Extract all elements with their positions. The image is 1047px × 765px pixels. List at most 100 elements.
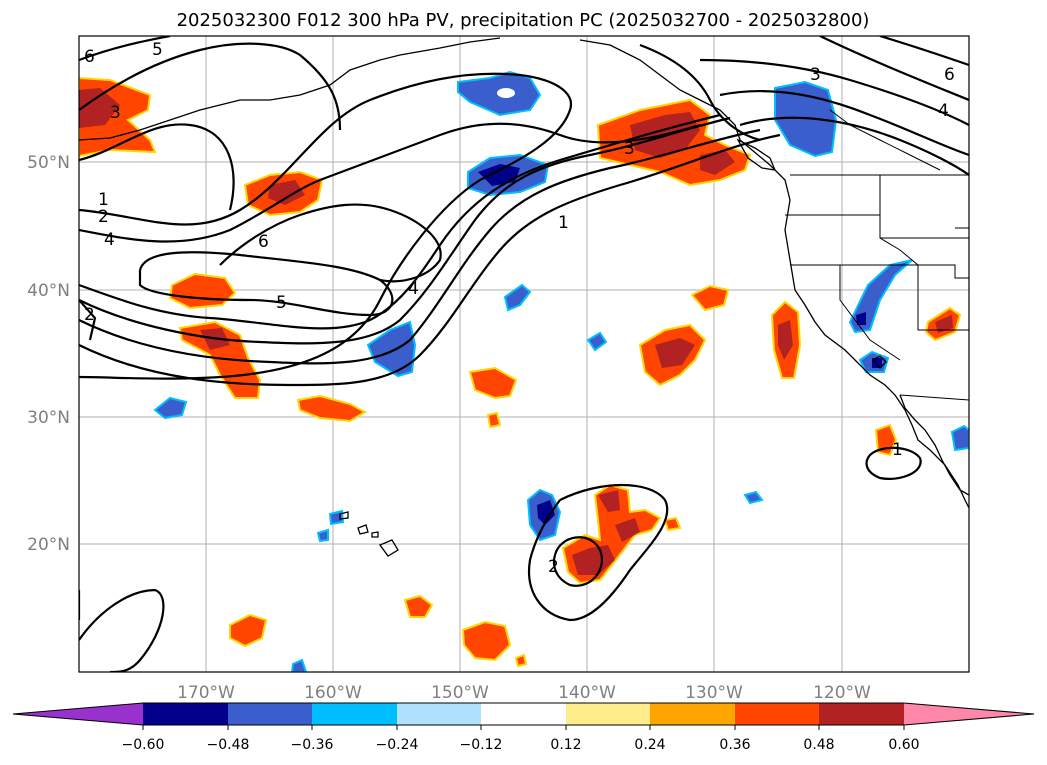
- precip-hole: [497, 88, 515, 98]
- pv-contour: [138, 251, 394, 317]
- pv-contour: [819, 36, 969, 102]
- channel-islands: [871, 355, 887, 369]
- ca-nv-border: [839, 265, 901, 361]
- us-mexico-border: [899, 394, 969, 401]
- colorbar-tick-label: 0.60: [888, 737, 919, 753]
- baja-coast: [899, 394, 969, 496]
- precip-core-positive: [935, 315, 953, 333]
- pv-contour: [865, 446, 922, 480]
- precip-core-positive: [655, 338, 695, 368]
- vancouver-island: [736, 138, 777, 171]
- pv-contour: [79, 588, 165, 672]
- pv-contour-label: 1: [892, 440, 903, 460]
- colorbar-tick-label: −0.12: [460, 737, 503, 753]
- precip-area-negative: [503, 283, 532, 312]
- alaska-peninsula-coast: [79, 37, 501, 141]
- pv-contour-label: 6: [944, 65, 955, 85]
- lon-label: 170°W: [177, 683, 235, 703]
- colorbar-ticks: [142, 725, 905, 730]
- pv-contour-label: 3: [810, 65, 821, 85]
- lon-label: 120°W: [813, 683, 871, 703]
- colorbar: −0.60 −0.48 −0.36 −0.24 −0.12 0.12 0.24 …: [12, 702, 1035, 753]
- colorbar-extend-high: [904, 703, 1034, 725]
- pv-contour: [79, 116, 731, 345]
- colorbar-tick-label: 0.48: [803, 737, 834, 753]
- pv-contour: [219, 203, 442, 283]
- coastlines: [79, 37, 969, 557]
- precip-area-negative: [950, 424, 969, 452]
- pv-contour: [699, 58, 969, 126]
- lon-label: 150°W: [431, 683, 489, 703]
- pv-contour: [552, 536, 603, 587]
- pv-contours: [79, 36, 969, 672]
- precip-area-negative: [316, 528, 329, 543]
- bc-interior-border: [829, 109, 941, 171]
- pv-contour: [527, 484, 669, 622]
- utah-border: [955, 227, 969, 278]
- pv-contour: [79, 113, 721, 330]
- colorbar-segment: [397, 703, 481, 725]
- precip-area-positive: [403, 594, 434, 618]
- precip-area-negative: [743, 490, 764, 505]
- colorbar-tick-label: 0.36: [719, 737, 750, 753]
- pv-contour: [739, 116, 969, 176]
- pv-contour-label: 5: [276, 293, 287, 313]
- map-title: 2025032300 F012 300 hPa PV, precipitatio…: [177, 10, 870, 31]
- lon-label: 140°W: [558, 683, 616, 703]
- lat-label: 30°N: [27, 408, 70, 428]
- precip-area-positive: [663, 516, 682, 532]
- hawaii-island-4: [371, 531, 379, 538]
- precip-area-negative: [328, 509, 345, 526]
- hawaii-island-2: [357, 524, 369, 535]
- lat-label: 40°N: [27, 281, 70, 301]
- precip-area-positive: [461, 620, 512, 662]
- pv-contour-label: 6: [258, 232, 269, 252]
- pv-contour: [79, 72, 573, 380]
- longitude-labels: 170°W 160°W 150°W 140°W 130°W 120°W: [177, 683, 871, 703]
- pv-contour-label: 3: [110, 103, 121, 123]
- colorbar-segment: [481, 703, 566, 725]
- pv-contour-label: 1: [98, 190, 109, 210]
- colorbar-tick-label: −0.60: [122, 737, 165, 753]
- pv-contour-label: 4: [938, 101, 949, 121]
- colorbar-extend-low: [13, 703, 143, 725]
- lon-label: 130°W: [685, 683, 743, 703]
- pv-contour-label: 6: [84, 47, 95, 67]
- nv-az-border: [917, 265, 969, 331]
- lat-label: 50°N: [27, 153, 70, 173]
- precip-core-negative: [856, 312, 866, 325]
- pv-contour-label: 2: [98, 207, 109, 227]
- pv-contour-label: 5: [152, 40, 163, 60]
- pv-contour-label: 4: [408, 279, 419, 299]
- borders: [785, 109, 969, 401]
- pv-contour: [79, 36, 171, 62]
- precip-core-negative: [872, 358, 882, 368]
- colorbar-tick-label: −0.24: [376, 737, 419, 753]
- pv-contour: [79, 133, 781, 387]
- pv-contour-label: 2: [548, 557, 559, 577]
- colorbar-tick-label: 0.24: [634, 737, 665, 753]
- lat-label: 20°N: [27, 535, 70, 555]
- idaho-border: [879, 175, 919, 266]
- precip-core-positive: [572, 545, 615, 575]
- colorbar-tick-label: −0.48: [207, 737, 250, 753]
- precip-negative-cores: [478, 164, 882, 525]
- pv-contour-label: 3: [624, 139, 635, 159]
- pv-contour: [639, 43, 761, 142]
- precip-area-negative: [153, 396, 188, 420]
- pv-contour: [79, 123, 235, 211]
- precip-area-positive: [514, 653, 528, 668]
- pv-contour: [79, 42, 342, 131]
- precip-area-positive: [229, 613, 268, 648]
- precip-core-positive: [598, 490, 620, 512]
- colorbar-segment: [650, 703, 735, 725]
- precip-core-positive: [778, 320, 793, 360]
- pv-contour-label: 2: [84, 305, 95, 325]
- colorbar-segment: [312, 703, 397, 725]
- colorbar-segment: [819, 703, 904, 725]
- precip-area-negative: [586, 331, 608, 352]
- or-ca-border: [790, 264, 969, 279]
- pv-contour: [79, 122, 701, 243]
- precip-area-positive: [690, 284, 730, 312]
- precip-positive-cores: [79, 88, 953, 575]
